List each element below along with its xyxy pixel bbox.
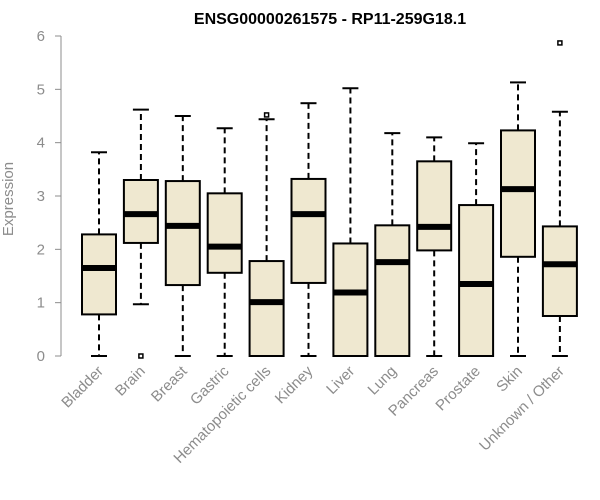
x-category-label: Prostate bbox=[432, 363, 484, 415]
iqr-box bbox=[81, 233, 117, 316]
y-ticks: 0 1 2 3 4 5 6 bbox=[37, 28, 61, 365]
x-category-label: Lung bbox=[365, 363, 401, 399]
box-group bbox=[206, 127, 243, 357]
outlier-point bbox=[138, 353, 144, 359]
iqr-box bbox=[332, 242, 369, 357]
iqr-box bbox=[416, 160, 453, 252]
iqr-box bbox=[248, 260, 285, 358]
x-category-label: Breast bbox=[148, 362, 191, 405]
y-tick-label: 0 bbox=[37, 348, 45, 365]
y-tick-label: 4 bbox=[37, 135, 45, 152]
box-group bbox=[374, 132, 411, 357]
x-category-label: Kidney bbox=[272, 362, 317, 407]
box-group bbox=[81, 151, 117, 357]
x-category-label: Bladder bbox=[58, 363, 107, 412]
iqr-box bbox=[500, 129, 536, 258]
iqr-box bbox=[290, 177, 327, 284]
iqr-box bbox=[206, 192, 243, 274]
x-category-label: Brain bbox=[112, 363, 149, 400]
y-tick-label: 2 bbox=[37, 241, 45, 258]
y-tick-label: 3 bbox=[37, 188, 45, 205]
chart-title: ENSG00000261575 - RP11-259G18.1 bbox=[194, 11, 466, 28]
boxes bbox=[81, 40, 578, 359]
box-group bbox=[248, 112, 285, 358]
outlier-point bbox=[557, 40, 563, 46]
box-group bbox=[500, 81, 536, 357]
iqr-box bbox=[541, 225, 578, 317]
box-group bbox=[416, 136, 453, 357]
x-category-label: Skin bbox=[493, 363, 526, 396]
box-group bbox=[290, 102, 327, 357]
y-axis-label: Expression bbox=[0, 162, 17, 236]
outlier-point bbox=[263, 112, 270, 118]
iqr-box bbox=[374, 224, 411, 357]
y-tick-label: 5 bbox=[37, 81, 45, 98]
box-group bbox=[332, 87, 369, 357]
x-category-label: Liver bbox=[323, 363, 358, 398]
box-group bbox=[541, 40, 578, 357]
y-tick-label: 1 bbox=[37, 295, 45, 312]
box-group bbox=[164, 115, 201, 357]
iqr-box bbox=[164, 180, 201, 287]
iqr-box bbox=[458, 204, 495, 357]
box-group bbox=[458, 142, 495, 357]
box-group bbox=[122, 108, 159, 359]
y-tick-label: 6 bbox=[37, 28, 45, 45]
